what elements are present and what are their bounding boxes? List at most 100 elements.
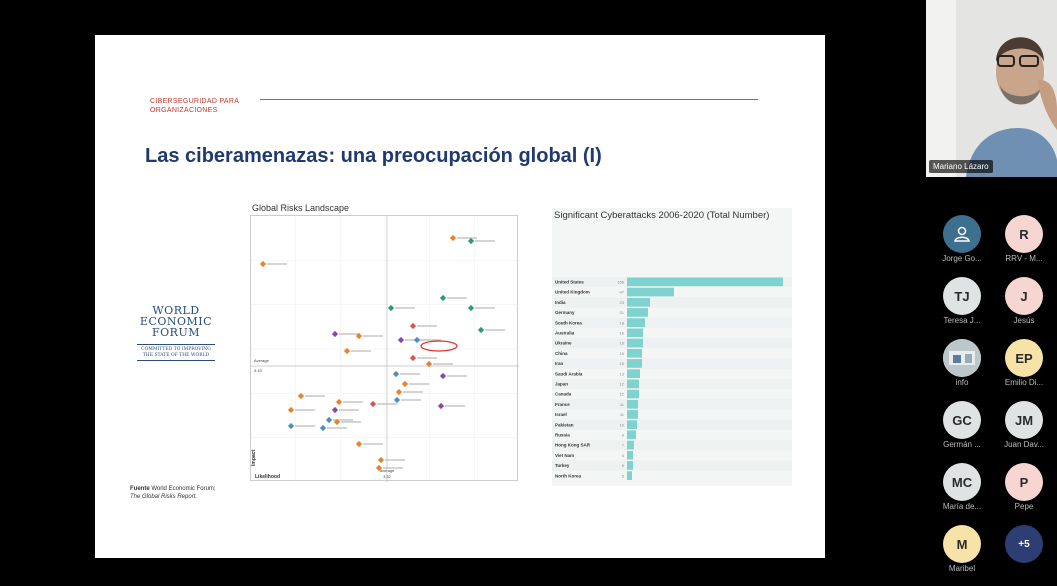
cyber-country-label: Iran (555, 361, 564, 366)
y-axis-label: Impact (251, 450, 257, 466)
wef-logo-name: WORLD ECONOMIC FORUM (137, 305, 215, 338)
cyberattacks-chart-title: Significant Cyberattacks 2006-2020 (Tota… (554, 210, 770, 221)
cyber-bar (627, 410, 638, 419)
risk-marker (333, 418, 341, 426)
risk-marker (331, 406, 339, 414)
cyber-value-label: 13 (620, 371, 625, 376)
participant-tile[interactable]: R RRV - M... (994, 215, 1054, 263)
participant-avatar: EP (1005, 339, 1043, 377)
wef-logo-line: ECONOMIC (139, 315, 213, 328)
participant-tile[interactable]: MC María de... (932, 463, 992, 511)
participant-avatar: M (943, 525, 981, 563)
risk-marker (395, 388, 403, 396)
cyber-value-label: 10 (620, 422, 625, 427)
cyber-value-label: 5 (622, 473, 625, 478)
participant-tile[interactable]: GC Germán ... (932, 401, 992, 449)
cyber-bar (627, 359, 642, 368)
cyber-country-label: Germany (555, 310, 575, 315)
x-average-value: 3.32 (383, 474, 392, 479)
cyber-bar (627, 369, 640, 378)
y-average-label: Average (254, 358, 270, 363)
participant-tile[interactable]: Jorge Go... (932, 215, 992, 263)
cyber-row (552, 358, 792, 369)
participant-avatar: R (1005, 215, 1043, 253)
slide-title: Las ciberamenazas: una preocupación glob… (145, 145, 602, 167)
participant-tile[interactable]: M Maribel (932, 525, 992, 573)
x-axis-label: Likelihood (255, 474, 280, 480)
cyber-value-label: 9 (622, 433, 625, 438)
highlight-circle (420, 340, 458, 352)
risk-marker (393, 396, 401, 404)
cyber-value-label: 15 (620, 351, 625, 356)
participant-avatar: +5 (1005, 525, 1043, 563)
cyber-country-label: Saudi Arabia (555, 371, 583, 376)
participant-avatar: GC (943, 401, 981, 439)
cyber-bar (627, 328, 643, 338)
risk-marker (325, 416, 333, 424)
cyber-country-label: Ukraine (555, 341, 572, 346)
participant-tile[interactable]: info (932, 339, 992, 387)
cyber-country-label: Japan (555, 382, 568, 387)
wef-logo: WORLD ECONOMIC FORUM COMMITTED TO IMPROV… (137, 305, 215, 361)
cyber-row (552, 317, 792, 328)
cyber-country-label: United Kingdom (555, 290, 590, 295)
participant-tile[interactable]: P Pepe (994, 463, 1054, 511)
participant-name: Jorge Go... (942, 254, 982, 263)
participant-name: Teresa J... (943, 316, 981, 325)
participant-avatar (943, 339, 981, 377)
participant-tile[interactable]: TJ Teresa J... (932, 277, 992, 325)
cyber-value-label: 12 (620, 392, 625, 397)
participant-tile[interactable]: +5 (994, 525, 1054, 563)
presenter-video[interactable]: Mariano Lázaro (926, 0, 1057, 177)
wef-tagline: COMMITTED TO IMPROVING THE STATE OF THE … (137, 344, 215, 361)
wef-logo-line: WORLD (152, 304, 200, 317)
cyber-row (552, 307, 792, 318)
participant-name: RRV - M... (1005, 254, 1043, 263)
cyber-value-label: 156 (617, 280, 624, 285)
participant-tile[interactable]: J Jesús (994, 277, 1054, 325)
cyber-bar (627, 389, 639, 399)
cyber-country-label: Israel (555, 412, 567, 417)
cyber-bar (627, 379, 639, 389)
participant-avatar: TJ (943, 277, 981, 315)
risk-marker (437, 402, 445, 410)
cyber-row (552, 430, 792, 441)
cyber-value-label: 16 (620, 331, 625, 336)
cyber-row (552, 328, 792, 339)
cyber-country-label: France (555, 402, 570, 407)
risk-marker (355, 440, 363, 448)
slide-header: CIBERSEGURIDAD PARA ORGANIZACIONES (150, 98, 239, 114)
participant-name: María de... (942, 502, 982, 511)
presenter-video-feed (926, 0, 1057, 177)
cyber-country-label: China (555, 351, 568, 356)
risk-marker (413, 336, 421, 344)
risk-marker (467, 304, 475, 312)
participant-tile[interactable]: JM Juan Dav... (994, 401, 1054, 449)
risk-marker (449, 234, 457, 242)
cyber-country-label: Russia (555, 433, 570, 438)
cyberattacks-chart: United States 156 United Kingdom 47 India 23 G… (552, 208, 792, 486)
cyber-country-label: Turkey (555, 463, 570, 468)
cyber-row (552, 379, 792, 390)
cyber-bar (627, 287, 674, 297)
cyber-country-label: North Korea (555, 473, 581, 478)
participant-tile[interactable]: EP Emilio Di... (994, 339, 1054, 387)
risk-marker (287, 422, 295, 430)
risk-marker (375, 464, 383, 472)
cyber-row (552, 399, 792, 410)
risk-marker (331, 330, 339, 338)
cyber-bar (627, 420, 637, 429)
cyber-value-label: 15 (620, 361, 625, 366)
risk-marker (425, 360, 433, 368)
cyber-row (552, 338, 792, 349)
cyber-value-label: 12 (620, 382, 625, 387)
cyber-value-label: 7 (622, 443, 625, 448)
presenter-silhouette (926, 0, 1057, 177)
cyber-row (552, 440, 792, 451)
risk-marker (319, 424, 327, 432)
cyber-row (552, 450, 792, 461)
cyber-value-label: 18 (620, 320, 625, 325)
cyber-country-label: United States (555, 280, 584, 285)
